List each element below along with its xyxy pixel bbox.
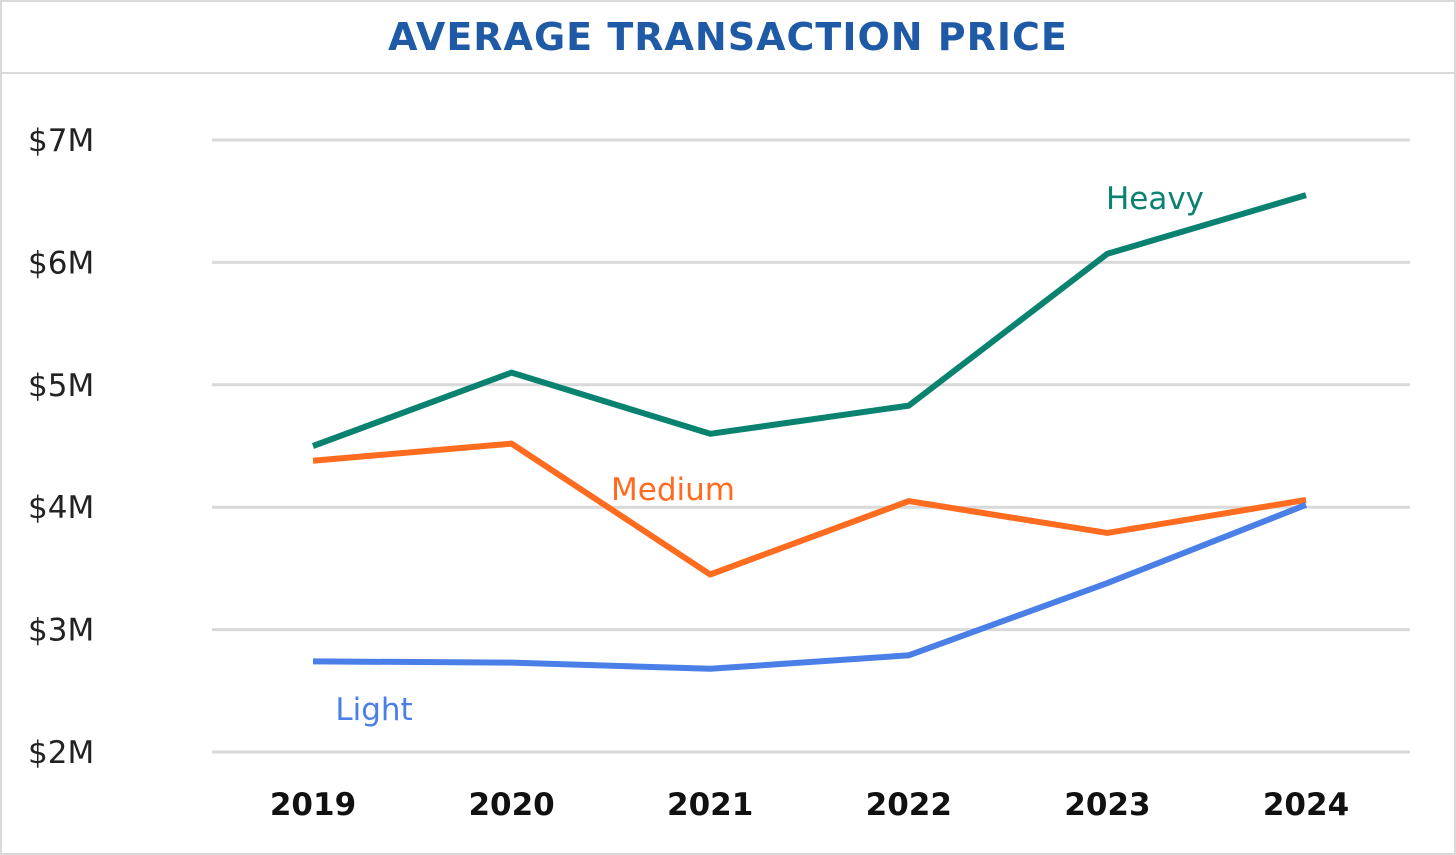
series-labels: Heavy Medium Light: [335, 181, 1204, 728]
series-label-heavy: Heavy: [1106, 181, 1204, 217]
series-label-medium: Medium: [611, 472, 735, 508]
x-tick-label: 2019: [270, 787, 356, 823]
y-tick-label: $5M: [28, 368, 94, 404]
series-line-heavy: [311, 192, 1307, 449]
y-axis-ticks: $2M $3M $4M $5M $6M $7M: [28, 123, 94, 771]
x-tick-label: 2022: [866, 787, 952, 823]
y-tick-label: $7M: [28, 123, 94, 159]
chart-title: AVERAGE TRANSACTION PRICE: [388, 15, 1068, 59]
series-layer: [311, 192, 1308, 672]
series-line-light: [312, 502, 1308, 672]
x-tick-label: 2024: [1263, 787, 1349, 823]
x-axis-ticks: 2019 2020 2021 2022 2023 2024: [270, 787, 1349, 823]
y-tick-label: $3M: [28, 613, 94, 649]
x-tick-label: 2021: [667, 787, 753, 823]
x-tick-label: 2023: [1064, 787, 1150, 823]
y-tick-label: $4M: [28, 490, 94, 526]
series-label-light: Light: [335, 692, 412, 728]
x-tick-label: 2020: [468, 787, 554, 823]
y-tick-label: $6M: [28, 245, 94, 281]
grid-layer: [212, 138, 1410, 754]
title-bar: AVERAGE TRANSACTION PRICE: [2, 2, 1454, 74]
series-line-medium: [312, 440, 1307, 578]
y-tick-label: $2M: [28, 735, 94, 771]
